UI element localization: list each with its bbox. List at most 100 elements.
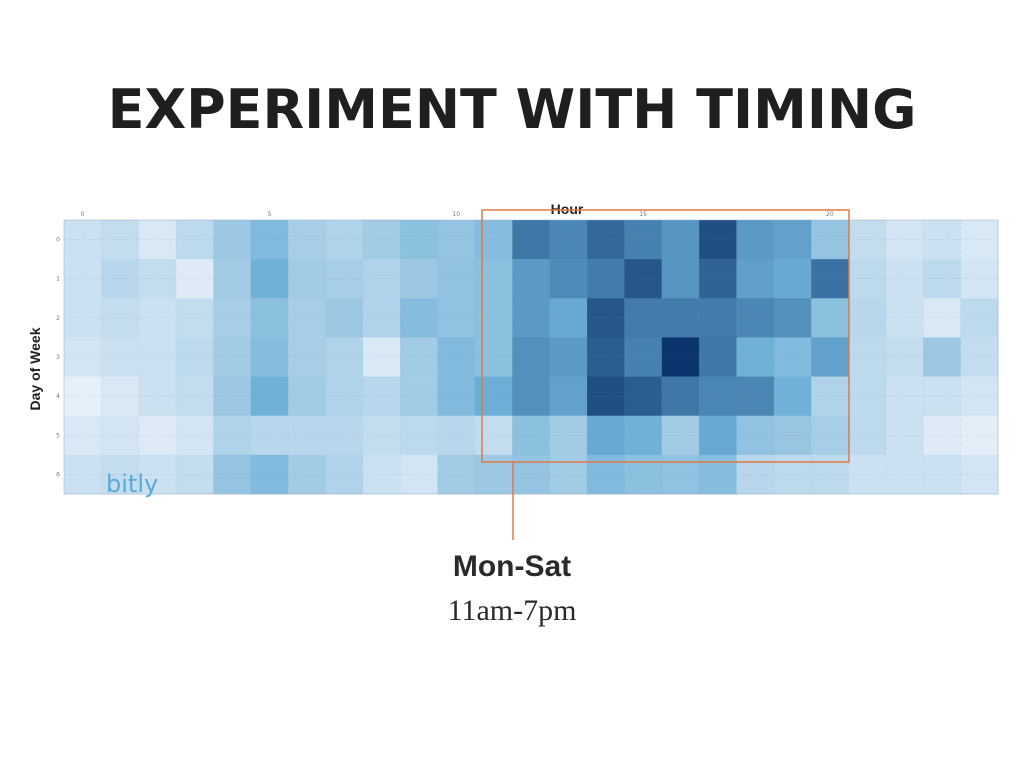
heatmap-cell — [176, 220, 214, 260]
heatmap-cell — [549, 376, 588, 417]
heatmap-cell — [176, 298, 214, 338]
heatmap-grid — [63, 219, 999, 495]
heatmap-cell — [362, 337, 401, 377]
heatmap-cell — [960, 220, 999, 260]
heatmap-cell — [250, 220, 289, 260]
heatmap-cell — [101, 376, 140, 417]
heatmap-cell — [885, 454, 924, 495]
heatmap-cell — [885, 337, 924, 377]
heatmap-cell — [549, 337, 588, 377]
heatmap-cell — [512, 415, 550, 456]
heatmap-cell — [288, 298, 326, 338]
heatmap-cell — [325, 454, 364, 495]
heatmap-cell — [811, 259, 849, 299]
y-tick-label: 0 — [56, 237, 60, 244]
heatmap-cell — [811, 298, 849, 338]
heatmap-cell — [661, 415, 700, 456]
heatmap-cell — [101, 259, 140, 299]
heatmap-cell — [773, 259, 812, 299]
heatmap-cell — [400, 259, 438, 299]
heatmap-cell — [400, 454, 438, 495]
heatmap-cell — [250, 337, 289, 377]
heatmap-cell — [848, 454, 887, 495]
heatmap-cell — [362, 376, 401, 417]
heatmap-cell — [101, 220, 140, 260]
heatmap-chart: 0 5 10 15 20 0 1 2 3 4 5 6 Hour Day of Week bitly — [27, 201, 999, 540]
heatmap-cell — [213, 337, 252, 377]
heatmap-cell — [960, 298, 999, 338]
heatmap-cell — [213, 415, 252, 456]
heatmap-cell — [288, 454, 326, 495]
heatmap-cell — [736, 376, 775, 417]
heatmap-cell — [138, 376, 177, 417]
heatmap-cell — [549, 220, 588, 260]
heatmap-cell — [400, 220, 438, 260]
heatmap-cell — [960, 259, 999, 299]
heatmap-cell — [549, 259, 588, 299]
y-tick-label: 3 — [56, 354, 60, 361]
heatmap-cell — [624, 259, 663, 299]
heatmap-cell — [138, 259, 177, 299]
heatmap-cell — [362, 220, 401, 260]
bitly-logo: bitly — [106, 470, 158, 498]
heatmap-cell — [624, 415, 663, 456]
heatmap-cell — [587, 376, 625, 417]
y-tick-label: 1 — [56, 276, 60, 283]
heatmap-cell — [923, 337, 961, 377]
heatmap-cell — [400, 337, 438, 377]
heatmap-cell — [885, 415, 924, 456]
heatmap-cell — [325, 259, 364, 299]
heatmap-cell — [960, 337, 999, 377]
heatmap-cell — [288, 259, 326, 299]
heatmap-cell — [437, 376, 476, 417]
heatmap-cell — [325, 298, 364, 338]
heatmap-cell — [213, 298, 252, 338]
heatmap-cell — [288, 337, 326, 377]
heatmap-cell — [288, 415, 326, 456]
heatmap-cell — [176, 376, 214, 417]
heatmap-cell — [699, 298, 737, 338]
heatmap-cell — [437, 298, 476, 338]
heatmap-cell — [885, 259, 924, 299]
heatmap-cell — [64, 298, 102, 338]
heatmap-cell — [213, 454, 252, 495]
heatmap-cell — [250, 298, 289, 338]
heatmap-cell — [699, 220, 737, 260]
heatmap-cell — [811, 220, 849, 260]
heatmap-cell — [250, 376, 289, 417]
heatmap-cell — [138, 415, 177, 456]
x-tick-label: 0 — [81, 211, 85, 218]
heatmap-cell — [176, 259, 214, 299]
heatmap-cell — [213, 220, 252, 260]
heatmap-cell — [64, 259, 102, 299]
heatmap-cell — [624, 337, 663, 377]
heatmap-cell — [176, 454, 214, 495]
heatmap-cell — [661, 376, 700, 417]
heatmap-cell — [736, 298, 775, 338]
heatmap-cell — [736, 415, 775, 456]
heatmap-cell — [437, 259, 476, 299]
heatmap-cell — [848, 220, 887, 260]
heatmap-cell — [176, 337, 214, 377]
heatmap-cell — [437, 220, 476, 260]
heatmap-cell — [624, 376, 663, 417]
heatmap-cell — [250, 259, 289, 299]
heatmap-cell — [885, 298, 924, 338]
heatmap-cell — [699, 259, 737, 299]
heatmap-cell — [736, 220, 775, 260]
heatmap-cell — [325, 220, 364, 260]
heatmap-cell — [138, 454, 177, 495]
heatmap-cell — [848, 298, 887, 338]
y-tick-label: 5 — [56, 432, 60, 439]
heatmap-cell — [512, 298, 550, 338]
heatmap-cell — [64, 376, 102, 417]
slide-title: EXPERIMENT WITH TIMING — [107, 78, 917, 141]
heatmap-cell — [474, 337, 513, 377]
heatmap-cell — [512, 376, 550, 417]
heatmap-cell — [362, 259, 401, 299]
callout-title: Mon-Sat — [452, 550, 572, 583]
heatmap-cell — [736, 259, 775, 299]
y-tick-label: 6 — [56, 471, 60, 478]
heatmap-cell — [362, 415, 401, 456]
heatmap-cell — [848, 376, 887, 417]
